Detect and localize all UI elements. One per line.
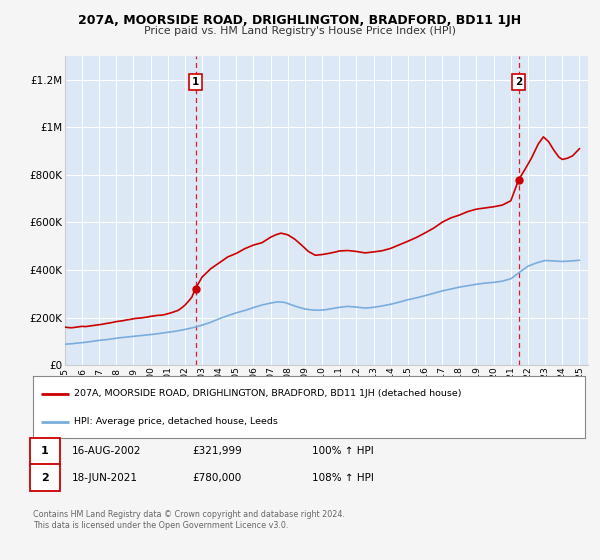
Text: 2: 2 (515, 77, 523, 87)
Text: 2: 2 (41, 473, 49, 483)
Text: 108% ↑ HPI: 108% ↑ HPI (312, 473, 374, 483)
Text: 16-AUG-2002: 16-AUG-2002 (72, 446, 142, 456)
Text: £321,999: £321,999 (192, 446, 242, 456)
Text: HPI: Average price, detached house, Leeds: HPI: Average price, detached house, Leed… (74, 417, 278, 426)
Text: £780,000: £780,000 (192, 473, 241, 483)
Text: 1: 1 (192, 77, 199, 87)
Text: 207A, MOORSIDE ROAD, DRIGHLINGTON, BRADFORD, BD11 1JH: 207A, MOORSIDE ROAD, DRIGHLINGTON, BRADF… (79, 14, 521, 27)
Text: 207A, MOORSIDE ROAD, DRIGHLINGTON, BRADFORD, BD11 1JH (detached house): 207A, MOORSIDE ROAD, DRIGHLINGTON, BRADF… (74, 389, 462, 398)
Text: 100% ↑ HPI: 100% ↑ HPI (312, 446, 374, 456)
Text: 18-JUN-2021: 18-JUN-2021 (72, 473, 138, 483)
Text: Price paid vs. HM Land Registry's House Price Index (HPI): Price paid vs. HM Land Registry's House … (144, 26, 456, 36)
Text: Contains HM Land Registry data © Crown copyright and database right 2024.
This d: Contains HM Land Registry data © Crown c… (33, 510, 345, 530)
Text: 1: 1 (41, 446, 49, 456)
